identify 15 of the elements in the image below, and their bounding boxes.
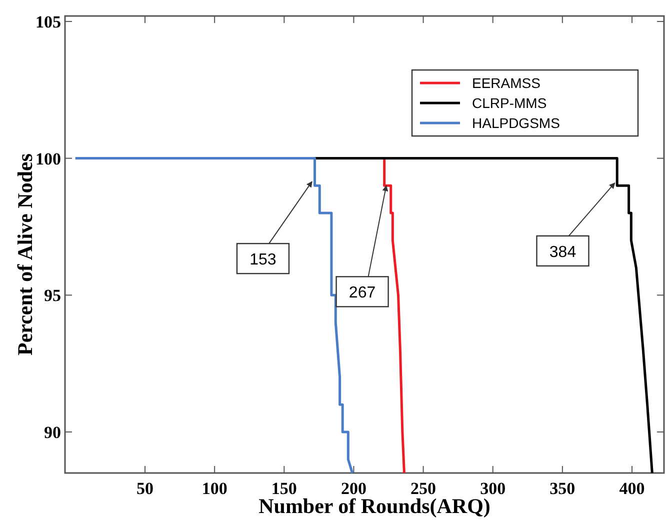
annotation: 153	[250, 252, 276, 269]
legend-label: HALPDGSMS	[472, 115, 560, 131]
y-tick-label: 90	[44, 422, 61, 442]
annotation: 384	[549, 244, 576, 261]
x-tick-label: 50	[136, 479, 154, 498]
annotation: 267	[348, 284, 376, 302]
x-tick-label: 100	[202, 479, 228, 498]
legend-label: CLRP-MMS	[472, 95, 547, 111]
y-axis-title: Percent of Alive Nodes	[13, 154, 37, 356]
x-tick-label: 400	[619, 479, 645, 498]
y-tick-label: 105	[36, 12, 61, 32]
x-tick-label: 350	[550, 479, 576, 498]
legend-label: EERAMSS	[472, 75, 540, 91]
y-tick-label: 100	[36, 149, 61, 168]
y-tick-label: 95	[44, 286, 61, 306]
